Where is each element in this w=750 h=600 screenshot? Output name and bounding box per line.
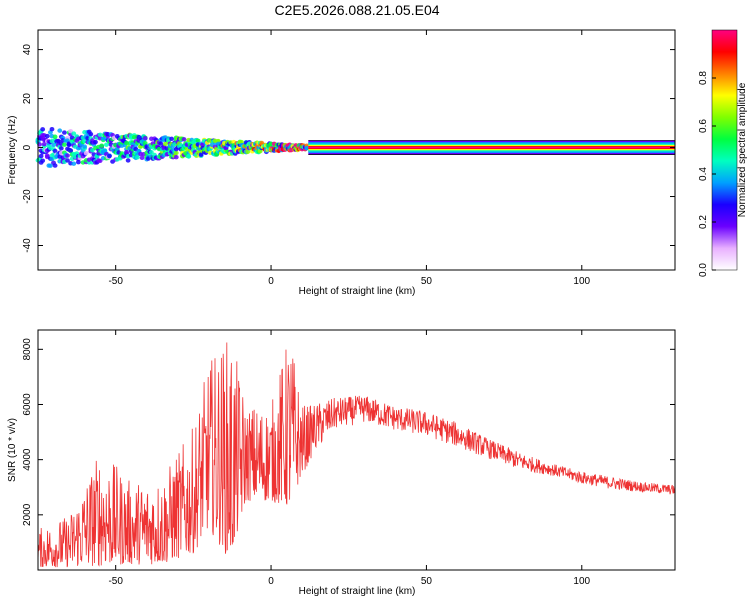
spectrogram-x-label: Height of straight line (km) [299,286,416,297]
snr-frame [37,329,676,571]
spectrogram-cell [52,163,58,168]
spectrogram-cell [62,130,67,135]
spectrogram-cell [55,138,61,144]
spectrogram-cell [44,153,50,158]
y-tick-label: 2000 [22,503,33,526]
x-tick-label: 0 [268,276,274,287]
figure-title: C2E5.2026.088.21.05.E04 [274,2,439,18]
spectrogram-cell [62,142,67,147]
spectrogram-cell [103,142,109,147]
spectrogram-cell [41,141,47,147]
spectrogram-cell [181,137,187,142]
y-tick-label: 0 [22,144,33,150]
spectrogram-cell [71,161,77,166]
spectrogram-cell [58,146,64,151]
spectrogram-cell [142,136,148,141]
snr-series-line [37,342,676,568]
spectrogram-cell [107,153,112,159]
spectrogram-cell [93,139,98,145]
snr-x-ticks: -50 0 50 100 [108,330,591,587]
spectrogram-y-label: Frequency (Hz) [7,116,18,185]
spectrogram-cell [71,131,77,136]
colorbar-tick-label: 0.0 [698,263,709,277]
spectrogram-y-ticks: -40 -20 0 20 40 [22,44,675,253]
spectrogram-cell [49,126,55,132]
spectrogram-cell [169,136,175,142]
x-tick-label: 100 [573,576,590,587]
colorbar-label: Normalized spectral amplitude [737,82,748,217]
spectrogram-cell [99,143,105,148]
spectrogram-cell [88,131,94,137]
snr-y-label: SNR (10 * v/v) [7,418,18,482]
spectrogram-cell [97,132,103,138]
spectrogram-x-ticks: -50 0 50 100 [108,30,591,287]
x-tick-label: -50 [108,576,123,587]
colorbar-tick-label: 0.2 [698,215,709,229]
spectrogram-cell [125,158,131,163]
colorbar-gradient [711,29,738,271]
spectrogram-cell [82,144,88,149]
y-tick-label: 20 [22,93,33,105]
spectrogram-cell [245,149,251,154]
spectrogram-cell [75,159,81,165]
x-tick-label: 100 [573,276,590,287]
spectrogram-cell [195,138,201,143]
x-tick-label: 50 [421,276,433,287]
colorbar-tick-label: 0.4 [698,167,709,181]
x-tick-label: -50 [108,276,123,287]
spectrogram-cell [135,155,140,160]
spectrogram-cell [198,152,204,157]
colorbar-tick-label: 0.8 [698,71,709,85]
spectrogram-cell [124,149,129,155]
spectrogram-cell [68,128,74,134]
colorbar: 0.0 0.2 0.4 0.6 0.8 Normalized spectral ampl… [698,29,748,277]
spectrogram-cell [139,155,145,160]
spectrogram-cell [65,158,70,163]
x-tick-label: 50 [421,576,433,587]
snr-x-label: Height of straight line (km) [299,586,416,597]
spectrogram-cell [65,153,70,158]
y-tick-label: 4000 [22,448,33,471]
y-tick-label: 6000 [22,393,33,416]
x-tick-label: 0 [268,576,274,587]
spectrogram-cell [186,154,192,159]
spectrogram-cell [214,152,220,157]
colorbar-ticks: 0.0 0.2 0.4 0.6 0.8 [698,71,716,277]
y-tick-label: -40 [22,238,33,253]
spectrogram-cell [173,150,179,156]
snr-panel: -50 0 50 100 2000 4000 6000 8000 Height of str… [7,329,676,597]
spectrogram-cell [158,141,164,146]
spectrogram-panel: -50 0 50 100 -40 -20 0 20 40 Height of straight… [7,29,676,297]
spectrogram-cell [257,149,263,154]
spectrogram-band-layer [308,146,675,149]
spectrogram-cell [38,153,44,159]
spectrogram-cell [52,134,58,139]
spectrogram-cell [40,158,46,163]
spectrogram-cell [173,154,179,160]
spectrogram-cell [83,150,89,156]
y-tick-label: 8000 [22,338,33,361]
spectrogram-cell [97,158,103,163]
y-tick-label: -20 [22,189,33,204]
spectrogram-cell [52,148,58,154]
spectrogram-cell [239,139,244,145]
spectrogram-band [35,126,675,168]
snr-y-ticks: 2000 4000 6000 8000 [22,338,675,526]
y-tick-label: 40 [22,44,33,56]
spectrogram-cell [40,127,46,132]
spectrogram-cell [68,148,74,153]
spectrogram-cell [149,150,154,155]
spectrogram-cell [57,128,63,133]
spectrogram-frame [37,29,676,271]
spectrogram-cell [304,145,310,151]
spectrogram-cell [48,163,53,168]
colorbar-tick-label: 0.6 [698,119,709,133]
spectrogram-cell [44,133,50,139]
